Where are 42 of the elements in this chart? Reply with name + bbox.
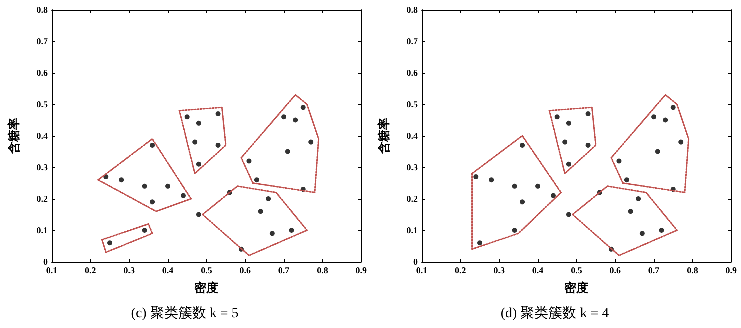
x-tick-label: 0.9 [726, 266, 738, 276]
x-tick-label: 0.7 [278, 266, 290, 276]
y-tick-label: 0.1 [406, 226, 418, 236]
y-axis-title: 含糖率 [7, 118, 21, 155]
y-tick-label: 0.5 [406, 100, 418, 110]
x-tick-label: 0.3 [124, 266, 136, 276]
x-tick-label: 0.9 [356, 266, 368, 276]
x-tick-label: 0.2 [455, 266, 467, 276]
x-tick-label: 0.6 [610, 266, 622, 276]
x-tick-label: 0.8 [317, 266, 329, 276]
x-tick-label: 0.3 [494, 266, 506, 276]
y-tick-label: 0.8 [36, 5, 48, 15]
x-tick-label: 0.1 [46, 266, 58, 276]
y-tick-label: 0.4 [36, 131, 48, 141]
x-tick-label: 0.2 [85, 266, 97, 276]
x-tick-label: 0.1 [416, 266, 428, 276]
x-tick-label: 0.4 [162, 266, 174, 276]
y-tick-label: 0.3 [406, 162, 418, 172]
y-tick-label: 0.3 [36, 162, 48, 172]
x-tick-label: 0.7 [648, 266, 660, 276]
y-tick-label: 0.8 [406, 5, 418, 15]
y-tick-label: 0.7 [36, 36, 48, 46]
y-tick-label: 0.4 [406, 131, 418, 141]
y-tick-label: 0 [414, 257, 418, 267]
x-tick-label: 0.8 [687, 266, 699, 276]
x-tick-label: 0.5 [201, 266, 213, 276]
y-tick-label: 0 [44, 257, 48, 267]
text: (d) 聚类簇数 k = 4 [500, 306, 610, 322]
y-tick-label: 0.2 [36, 194, 48, 204]
y-tick-label: 0.6 [36, 68, 48, 78]
x-axis-title: 密度 [564, 281, 589, 295]
y-tick-label: 0.7 [406, 36, 418, 46]
text: (c) 聚类簇数 k = 5 [131, 306, 239, 322]
x-axis-title: 密度 [194, 281, 219, 295]
y-axis-title: 含糖率 [377, 118, 391, 155]
y-tick-label: 0.2 [406, 194, 418, 204]
y-tick-label: 0.1 [36, 226, 48, 236]
x-tick-label: 0.6 [240, 266, 252, 276]
y-tick-label: 0.5 [36, 100, 48, 110]
x-tick-label: 0.5 [571, 266, 583, 276]
x-tick-label: 0.4 [532, 266, 544, 276]
y-tick-label: 0.6 [406, 68, 418, 78]
